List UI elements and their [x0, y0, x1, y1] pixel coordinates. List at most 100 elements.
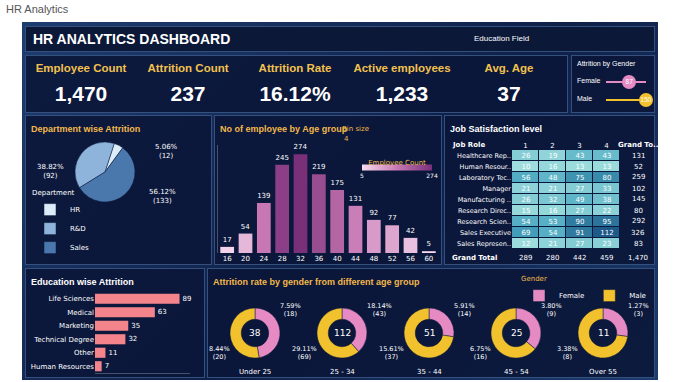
svg-text:44: 44: [351, 255, 360, 263]
svg-text:7.59%(18): 7.59%(18): [280, 302, 301, 318]
svg-text:Other: Other: [74, 349, 94, 357]
svg-text:52: 52: [388, 255, 397, 263]
svg-text:Male: Male: [629, 292, 646, 300]
svg-text:Department: Department: [32, 189, 75, 197]
svg-text:33: 33: [603, 185, 612, 193]
svg-text:40: 40: [333, 255, 342, 263]
svg-text:45 - 54: 45 - 54: [504, 368, 529, 376]
svg-text:92: 92: [369, 209, 378, 217]
svg-text:36: 36: [314, 255, 323, 263]
svg-text:5: 5: [360, 172, 364, 179]
svg-text:8.44%(20): 8.44%(20): [209, 345, 230, 361]
svg-text:18.14%(43): 18.14%(43): [367, 302, 392, 318]
svg-text:11: 11: [108, 349, 117, 357]
svg-text:16: 16: [549, 163, 558, 171]
svg-text:26: 26: [522, 152, 531, 160]
svg-text:75: 75: [576, 174, 585, 182]
svg-text:259: 259: [632, 173, 645, 181]
svg-text:49: 49: [576, 196, 585, 204]
svg-text:292: 292: [632, 217, 645, 225]
svg-text:27: 27: [576, 207, 585, 215]
svg-text:Gender: Gender: [521, 275, 547, 283]
svg-text:95: 95: [603, 218, 612, 226]
svg-text:131: 131: [632, 152, 645, 160]
svg-text:5: 5: [427, 240, 431, 248]
svg-text:53: 53: [549, 218, 558, 226]
svg-text:Research Scien..: Research Scien..: [457, 218, 511, 226]
svg-text:89: 89: [183, 295, 192, 303]
svg-text:1,470: 1,470: [628, 254, 648, 262]
svg-text:280: 280: [546, 254, 559, 262]
svg-text:19: 19: [549, 152, 558, 160]
svg-text:HR: HR: [70, 206, 80, 214]
svg-text:28: 28: [278, 255, 287, 263]
svg-text:25 - 34: 25 - 34: [330, 368, 355, 376]
svg-text:25: 25: [511, 328, 522, 338]
svg-text:16: 16: [223, 255, 232, 263]
svg-text:Under 25: Under 25: [239, 368, 271, 376]
svg-text:Sales Represen..: Sales Represen..: [457, 240, 511, 248]
svg-text:21: 21: [522, 185, 531, 193]
svg-text:43: 43: [603, 152, 612, 160]
svg-text:91: 91: [576, 229, 585, 237]
svg-text:48: 48: [369, 255, 378, 263]
svg-text:Grand To..: Grand To..: [618, 141, 658, 149]
svg-text:56.12%(133): 56.12%(133): [149, 188, 176, 205]
svg-text:Manufacturing ..: Manufacturing ..: [458, 196, 511, 204]
svg-text:29.11%(69): 29.11%(69): [292, 345, 317, 361]
svg-text:R&D: R&D: [70, 225, 86, 233]
svg-text:Employee Count: Employee Count: [368, 159, 426, 167]
svg-text:20: 20: [241, 255, 250, 263]
svg-text:Healthcare Rep..: Healthcare Rep..: [457, 152, 511, 160]
svg-text:245: 245: [275, 154, 288, 162]
svg-text:21: 21: [549, 185, 558, 193]
svg-text:22: 22: [603, 207, 612, 215]
svg-text:Sales Executive: Sales Executive: [460, 229, 511, 237]
svg-text:Sales: Sales: [70, 244, 89, 252]
svg-text:43: 43: [576, 152, 585, 160]
svg-text:Manager: Manager: [483, 185, 512, 193]
svg-text:139: 139: [257, 192, 270, 200]
svg-text:5.06%(12): 5.06%(12): [155, 143, 178, 160]
svg-text:Technical Degree: Technical Degree: [33, 336, 94, 344]
svg-text:27: 27: [576, 240, 585, 248]
svg-text:26: 26: [522, 196, 531, 204]
svg-text:56: 56: [522, 174, 531, 182]
svg-text:15: 15: [522, 207, 531, 215]
svg-text:15.61%(37): 15.61%(37): [379, 345, 404, 361]
svg-text:102: 102: [632, 185, 645, 193]
svg-text:13: 13: [603, 163, 612, 171]
svg-text:83: 83: [634, 240, 643, 248]
svg-text:11: 11: [598, 328, 609, 338]
svg-text:289: 289: [519, 254, 532, 262]
svg-text:38: 38: [249, 328, 261, 338]
svg-text:21: 21: [549, 240, 558, 248]
svg-text:Female: Female: [559, 292, 584, 300]
svg-text:6.75%(16): 6.75%(16): [470, 345, 491, 361]
svg-text:219: 219: [312, 163, 325, 171]
svg-text:77: 77: [388, 214, 397, 222]
svg-text:32: 32: [549, 196, 558, 204]
svg-text:Grand Total: Grand Total: [452, 254, 497, 262]
svg-text:63: 63: [158, 308, 167, 316]
svg-text:131: 131: [349, 195, 362, 203]
svg-text:4: 4: [604, 142, 609, 150]
svg-text:56: 56: [406, 255, 415, 263]
svg-text:23: 23: [603, 240, 612, 248]
svg-text:24: 24: [259, 255, 268, 263]
svg-text:Life Sciences: Life Sciences: [48, 295, 94, 303]
svg-text:42: 42: [406, 227, 415, 235]
svg-text:Human Resour..: Human Resour..: [460, 163, 511, 171]
svg-text:175: 175: [330, 179, 343, 187]
svg-text:Medical: Medical: [67, 309, 94, 317]
svg-text:326: 326: [631, 229, 645, 237]
svg-text:13: 13: [576, 163, 585, 171]
svg-text:32: 32: [296, 255, 305, 263]
svg-text:80: 80: [603, 174, 612, 182]
svg-text:Marketing: Marketing: [59, 322, 94, 330]
svg-text:38.82%(92): 38.82%(92): [37, 163, 64, 180]
svg-text:54: 54: [549, 229, 558, 237]
svg-text:54: 54: [241, 223, 250, 231]
svg-text:442: 442: [573, 254, 586, 262]
svg-text:1: 1: [523, 142, 527, 150]
